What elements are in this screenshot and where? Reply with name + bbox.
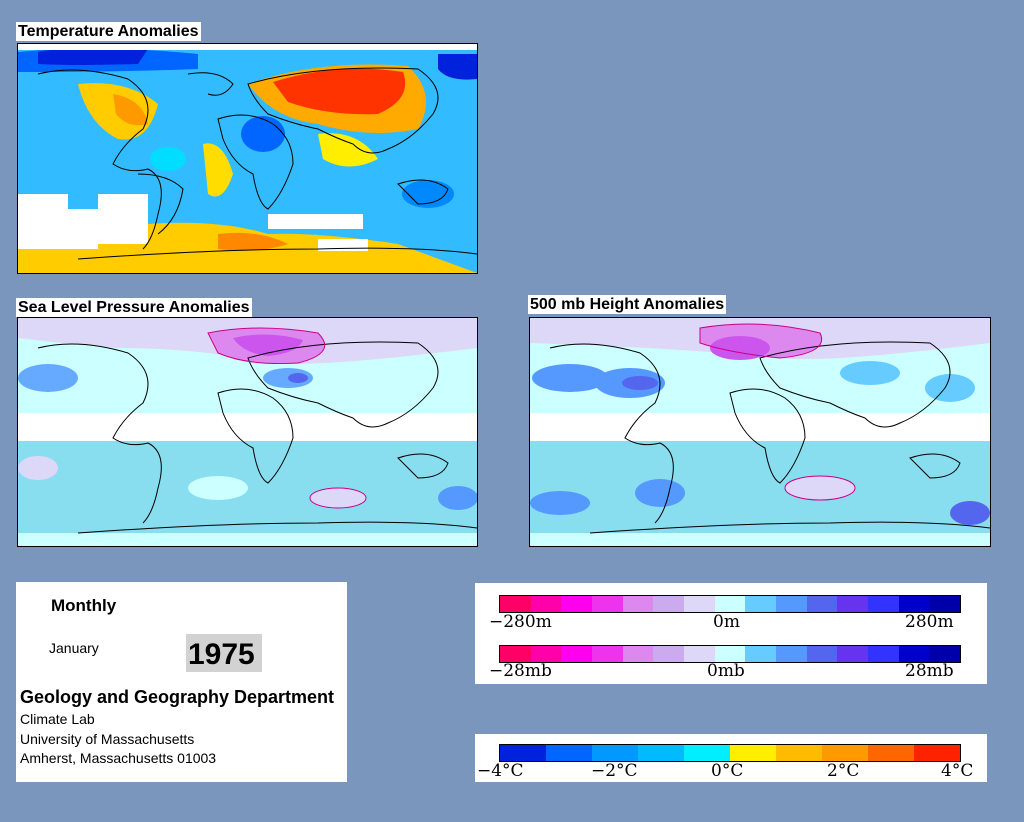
height-swatch <box>868 596 899 612</box>
pressure-swatch <box>745 646 777 662</box>
temperature-color-bar <box>499 744 961 762</box>
temperature-swatch <box>868 745 914 761</box>
pressure-swatch <box>530 646 562 662</box>
height-min-label: −280m <box>489 612 552 632</box>
height-swatch <box>745 596 777 612</box>
dept-label: Geology and Geography Department <box>20 687 335 707</box>
month-label: January <box>49 640 99 656</box>
height-swatch <box>684 596 715 612</box>
pressure-swatch <box>868 646 899 662</box>
pressure-max-label: 28mb <box>905 661 954 681</box>
height-swatch <box>837 596 869 612</box>
pressure-swatch <box>837 646 869 662</box>
pressure-color-bar <box>499 645 961 663</box>
height-swatch <box>530 596 562 612</box>
temp-label-4: 2°C <box>827 761 860 781</box>
temperature-legend: −4°C −2°C 0°C 2°C 4°C <box>475 734 987 782</box>
temp-label-3: 0°C <box>711 761 744 781</box>
university-label: University of Massachusetts <box>20 731 195 747</box>
anomaly-legend: −280m 0m 280m −28mb 0mb 28mb <box>475 583 987 684</box>
pressure-swatch <box>592 646 623 662</box>
height-swatch <box>622 596 654 612</box>
temperature-map <box>17 43 478 274</box>
height-max-label: 280m <box>905 612 954 632</box>
temperature-swatch <box>914 745 960 761</box>
height-mid-label: 0m <box>713 612 740 632</box>
height-swatch <box>806 596 838 612</box>
height-swatch <box>592 596 623 612</box>
pressure-swatch <box>500 646 531 662</box>
temp-label-2: −2°C <box>591 761 638 781</box>
info-panel: Monthly January 1975 Geology and Geograp… <box>16 582 347 782</box>
height-swatch <box>776 596 807 612</box>
temperature-swatch <box>592 745 638 761</box>
pressure-mid-label: 0mb <box>707 661 745 681</box>
temp-label-1: −4°C <box>477 761 524 781</box>
temperature-swatch <box>500 745 546 761</box>
pressure-min-label: −28mb <box>489 661 552 681</box>
height-swatch <box>500 596 531 612</box>
pressure-swatch <box>714 646 746 662</box>
temperature-title: Temperature Anomalies <box>16 22 201 41</box>
pressure-swatch <box>898 646 930 662</box>
height-swatch <box>929 596 961 612</box>
temperature-swatch <box>730 745 776 761</box>
height-swatch <box>714 596 746 612</box>
height-swatch <box>561 596 593 612</box>
year-label: 1975 <box>188 638 255 671</box>
height-swatch <box>898 596 930 612</box>
pressure-swatch <box>776 646 807 662</box>
pressure-swatch <box>653 646 685 662</box>
temperature-swatch <box>546 745 592 761</box>
pressure-swatch <box>561 646 593 662</box>
temperature-swatch <box>776 745 822 761</box>
pressure-swatch <box>929 646 961 662</box>
height-swatch <box>653 596 685 612</box>
slp-title: Sea Level Pressure Anomalies <box>16 298 252 317</box>
pressure-swatch <box>622 646 654 662</box>
temperature-swatch <box>822 745 868 761</box>
year-box: 1975 <box>186 634 262 672</box>
height-map <box>529 317 991 547</box>
pressure-swatch <box>684 646 715 662</box>
temperature-swatch <box>684 745 730 761</box>
address-label: Amherst, Massachusetts 01003 <box>20 750 217 766</box>
temp-label-5: 4°C <box>941 761 974 781</box>
temperature-swatch <box>638 745 684 761</box>
lab-label: Climate Lab <box>20 711 95 727</box>
period-label: Monthly <box>51 596 117 615</box>
slp-map <box>17 317 478 547</box>
height-color-bar <box>499 595 961 613</box>
pressure-swatch <box>806 646 838 662</box>
height-title: 500 mb Height Anomalies <box>528 295 727 314</box>
